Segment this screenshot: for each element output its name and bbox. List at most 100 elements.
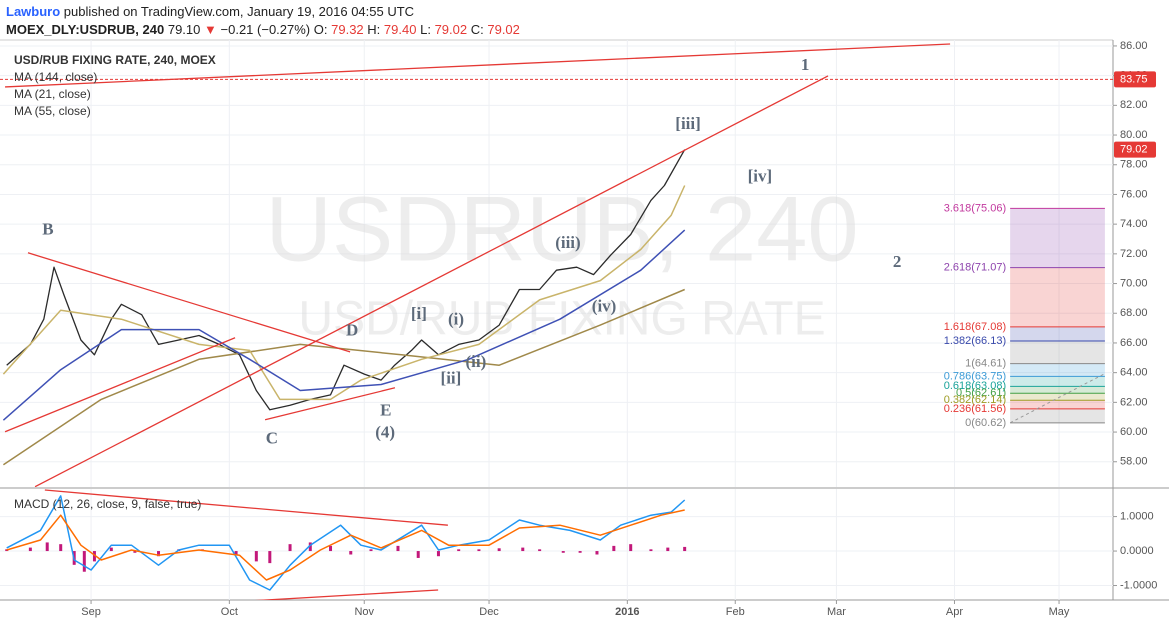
ohlc-value: 79.02 [487,22,520,37]
histogram-bar [234,551,238,555]
ohlc-key: H: [367,22,381,37]
fib-band [1010,208,1105,268]
x-tick-label: Sep [81,606,101,618]
histogram-bar [329,545,333,552]
fib-label: 1.382(66.13) [944,335,1006,347]
fib-band [1010,393,1105,401]
y-tick-label: 78.00 [1120,159,1148,171]
y-tick-label: 1.0000 [1120,510,1154,522]
histogram-bar [28,547,32,552]
fib-band [1010,376,1105,387]
trend-line [264,387,396,421]
wave-label: [iv] [748,167,773,186]
series-line [6,509,685,581]
change: −0.21 (−0.27%) [220,22,311,37]
wave-label: D [346,321,358,340]
histogram-bar [497,548,501,552]
fib-label: 0.236(61.56) [944,403,1006,415]
y-tick-label: 76.00 [1120,188,1148,200]
x-tick-label: Nov [354,606,374,618]
y-tick-label: 60.00 [1120,426,1148,438]
histogram-bar [254,551,258,562]
fib-band [1010,408,1105,423]
symbol: MOEX_DLY:USDRUB, 240 [6,22,165,37]
histogram-bar [457,549,461,552]
fib-band [1010,363,1105,377]
watermark: USDRUB, 240 USD/RUB FIXING RATE [265,178,858,345]
histogram-bar [629,544,633,552]
trend-line [27,252,351,353]
y-tick-label: 66.00 [1120,337,1148,349]
legend-entry: MA (21, close) [14,87,91,101]
watermark-description: USD/RUB FIXING RATE [298,293,825,346]
price-plot [0,43,1113,487]
y-tick-label: 82.00 [1120,99,1148,111]
header: Lawburo published on TradingView.com, Ja… [6,3,520,39]
series-line [6,149,686,411]
histogram-bar [436,551,440,557]
fib-label: 0(60.62) [965,417,1006,429]
price-label-box [1114,141,1156,158]
histogram-bar [82,551,86,572]
ohlc-value: 79.32 [331,22,364,37]
x-tick-label: 2016 [615,606,639,618]
histogram-bar [416,551,420,558]
author[interactable]: Lawburo [6,4,61,19]
fib-band [1010,326,1105,342]
y-tick-label: 58.00 [1120,456,1148,468]
y-tick-label: -1.0000 [1120,579,1157,591]
chart-title: USD/RUB FIXING RATE, 240, MOEX [14,53,216,67]
histogram-bar [595,551,599,555]
change-arrow: ▼ [204,22,217,37]
overlay: USD/RUB FIXING RATE, 240, MOEX MACD (12,… [14,40,1157,618]
wave-label: (ii) [466,352,487,371]
trend-line [44,489,448,526]
fib-label: 0.618(63.08) [944,380,1006,392]
x-tick-label: May [1049,606,1070,618]
wave-label: [ii] [441,369,462,388]
histogram-bar [538,549,542,552]
symbol-line: MOEX_DLY:USDRUB, 240 79.10 ▼ −0.21 (−0.2… [6,21,520,39]
histogram-bar [396,545,400,552]
trend-line [34,75,829,487]
grid [0,40,1113,600]
wave-label: B [42,220,53,239]
histogram-bar [349,551,353,555]
last-price: 79.10 [167,22,201,37]
ohlc-value: 79.40 [383,22,417,37]
published: published on TradingView.com, January 19… [63,4,415,19]
histogram-bar [157,551,161,557]
series-line [2,185,686,401]
y-tick-label: 64.00 [1120,367,1148,379]
y-tick-label: 80.00 [1120,129,1148,141]
histogram-bar [288,544,292,552]
legend-entry: MA (144, close) [14,70,97,84]
wave-label: (i) [448,310,464,329]
ohlc-key: C: [470,22,484,37]
publish-line: Lawburo published on TradingView.com, Ja… [6,3,520,21]
wave-label: (4) [375,423,395,442]
histogram-bar [92,551,96,562]
fib-label: 0.382(62.14) [944,394,1006,406]
y-tick-label: 86.00 [1120,40,1148,52]
histogram-bar [59,544,63,552]
series-line [2,229,686,421]
wave-label: (iii) [555,233,581,252]
price-label: 79.02 [1120,144,1148,156]
fib-band [1010,386,1105,394]
x-tick-label: Feb [726,606,745,618]
y-tick-label: 70.00 [1120,277,1148,289]
y-tick-label: 72.00 [1120,248,1148,260]
fib-band [1010,341,1105,364]
wave-label: [iii] [675,114,701,133]
ohlc-key: L: [420,22,431,37]
fib-label: 0.786(63.75) [944,370,1006,382]
fib-band [1010,400,1105,409]
alert-label: 83.75 [1120,73,1148,85]
y-tick-label: 0.0000 [1120,545,1154,557]
ohlc-value: 79.02 [434,22,468,37]
histogram-bar [109,547,113,552]
ohlc: O: 79.32 H: 79.40 L: 79.02 C: 79.02 [314,22,520,37]
histogram-bar [477,549,481,552]
